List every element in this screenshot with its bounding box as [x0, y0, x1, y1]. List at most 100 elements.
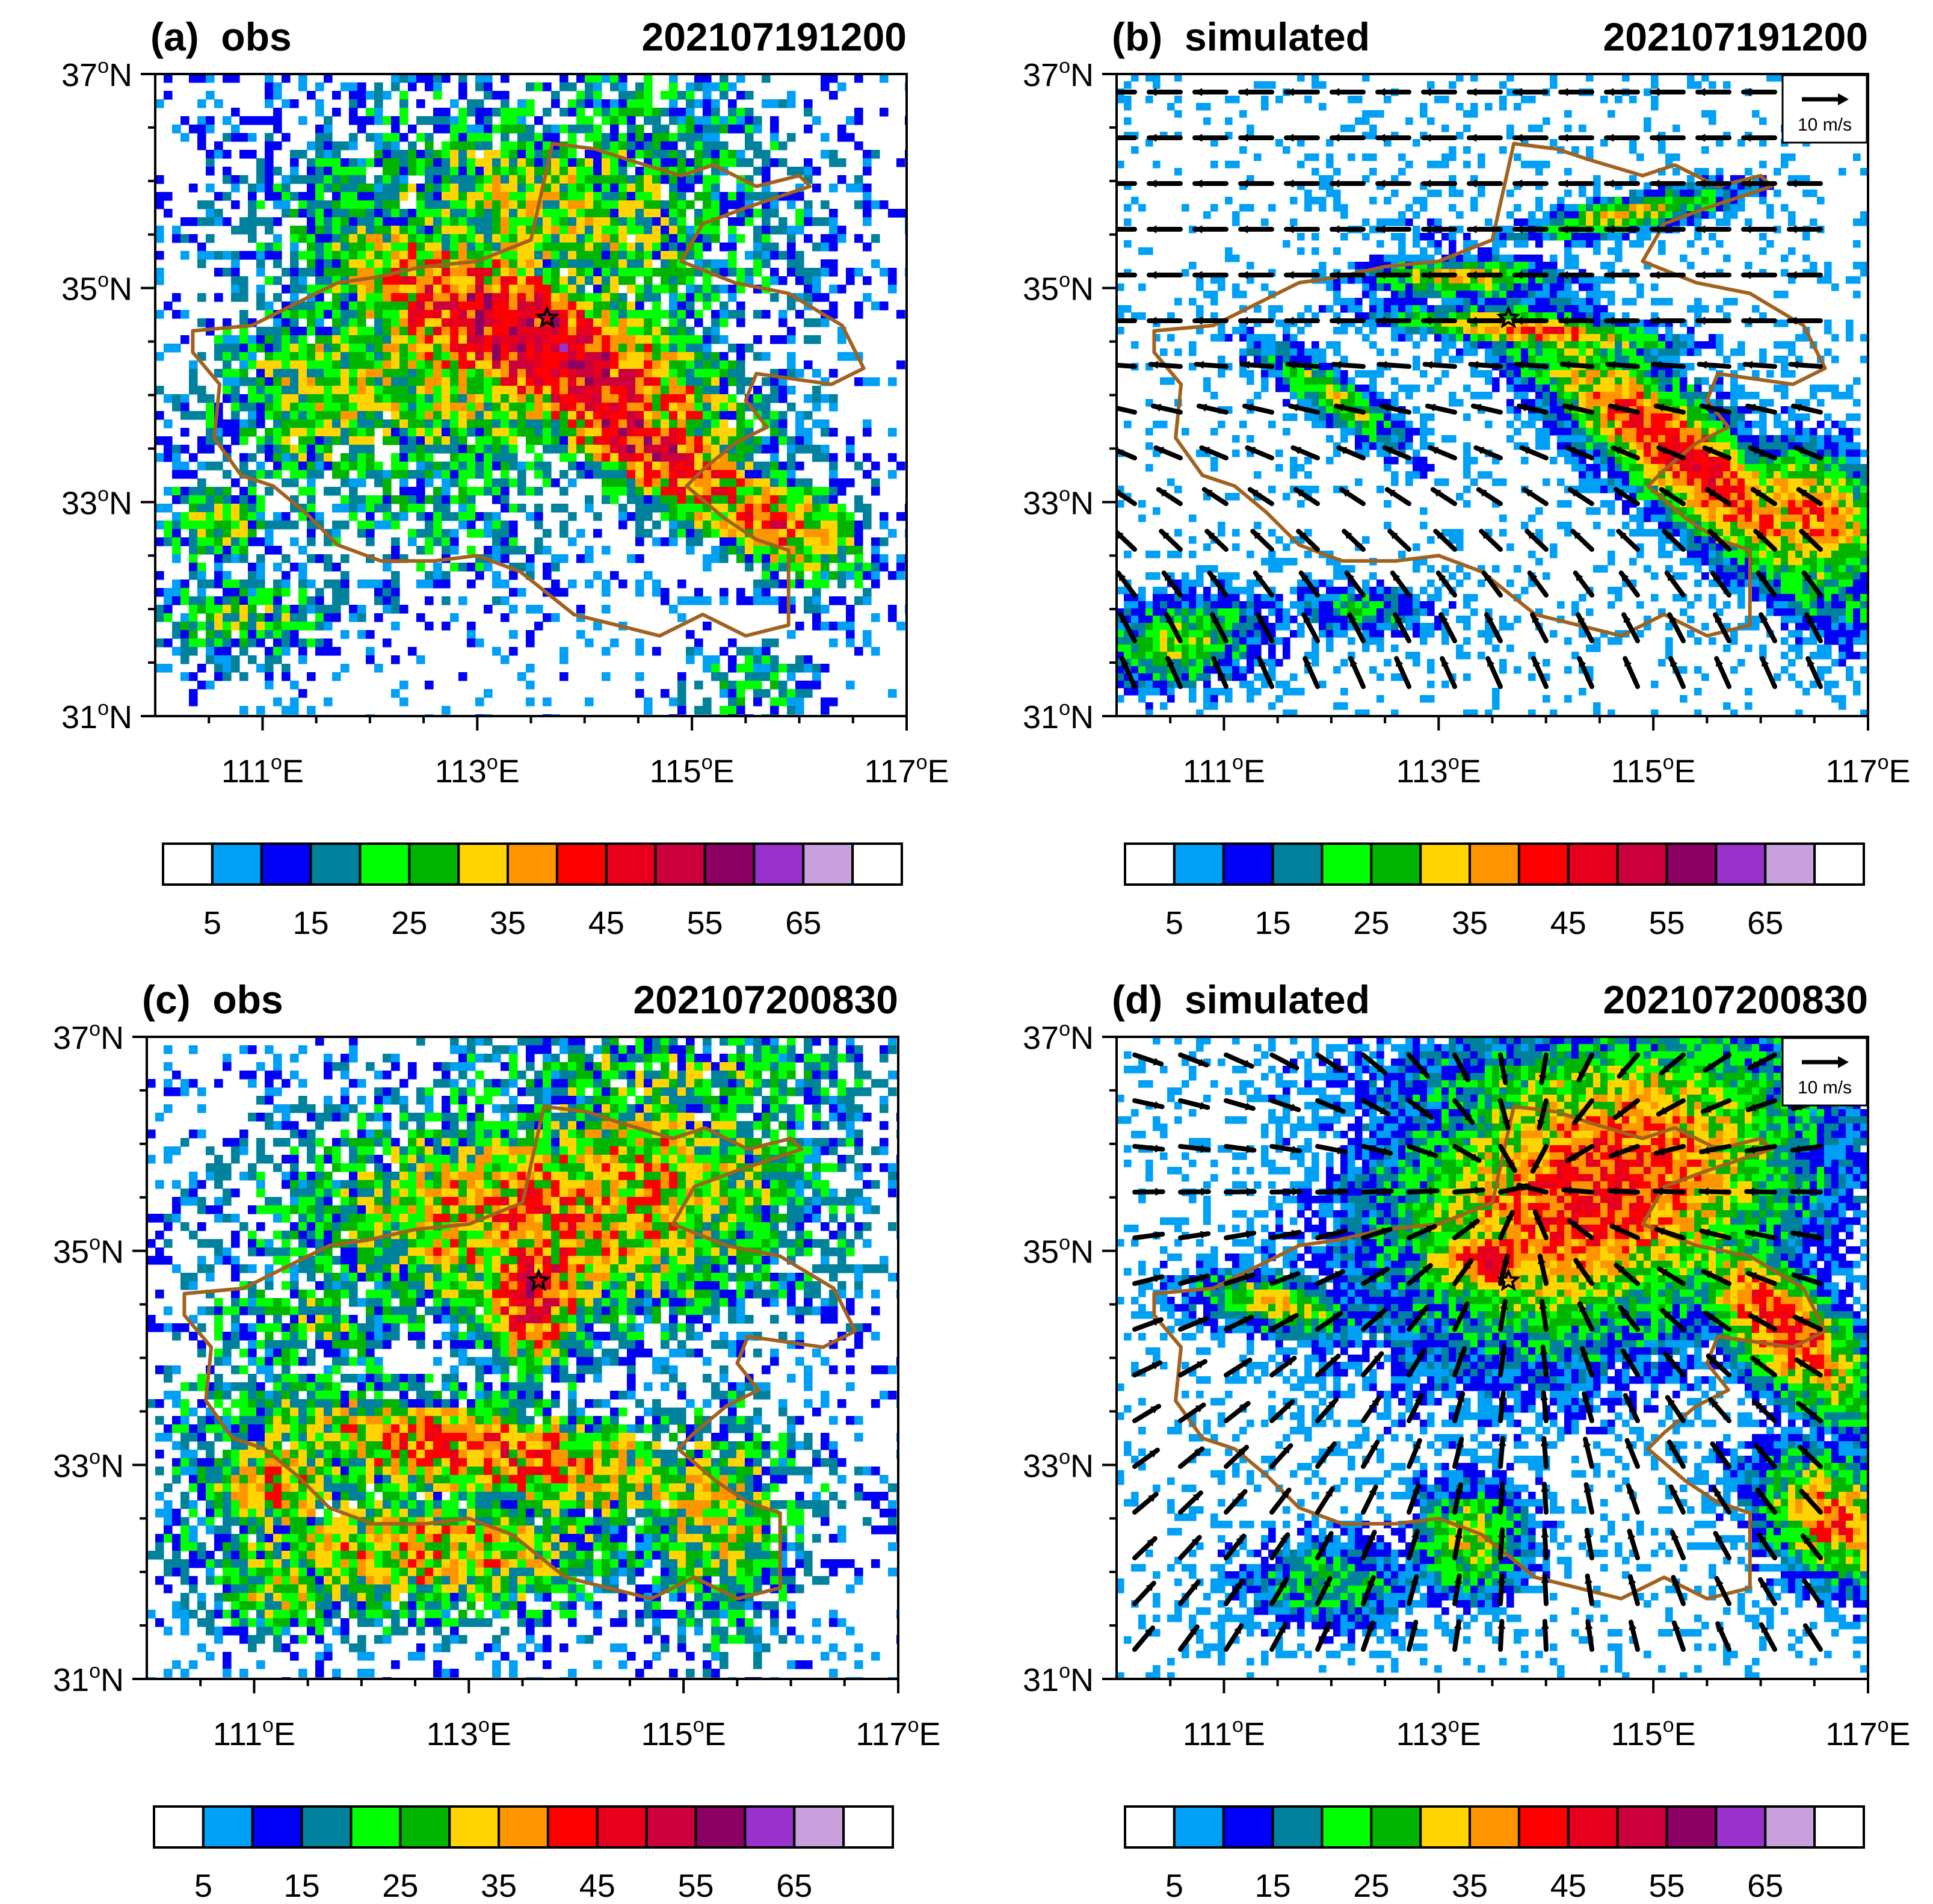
colorbar-label: 25 [382, 1868, 418, 1904]
wind-reference-legend-b: 10 m/s [1781, 74, 1868, 144]
lon-tick-label-a-1: 113oE [435, 751, 520, 790]
province-boundary-b [1152, 141, 1827, 638]
colorbar-swatch [498, 1805, 549, 1849]
province-boundary-c [182, 1104, 857, 1601]
lon-tick-label-a-2: 115oE [650, 751, 735, 790]
wind-vectors-d [1132, 1052, 1823, 1652]
colorbar-swatch [457, 842, 510, 886]
lon-tick-label-a-3: 117oE [864, 751, 949, 790]
colorbar-swatch [359, 842, 411, 886]
panel-title-c: (c) obs [142, 977, 283, 1022]
province-boundary-d [1152, 1104, 1827, 1601]
colorbar-swatch [793, 1805, 845, 1849]
colorbar-swatch [1370, 842, 1422, 886]
wind-vectors-b [1117, 88, 1823, 689]
colorbar-swatch [1321, 1805, 1373, 1849]
reflectivity-field-b [1117, 74, 1868, 716]
colorbar-swatch [596, 1805, 648, 1849]
colorbar-swatch [507, 842, 558, 886]
map-frame-c [146, 1036, 899, 1680]
lon-tick-label-b-3: 117oE [1825, 751, 1910, 790]
colorbar-swatch [1715, 1805, 1767, 1849]
colorbar-swatch [1222, 1805, 1274, 1849]
lon-tick-label-c-3: 117oE [856, 1714, 940, 1752]
map-frame-d [1115, 1036, 1869, 1680]
colorbar-d: 5 15 25 35 45 55 65 [1124, 1805, 1865, 1904]
reflectivity-field-d [1117, 1037, 1868, 1679]
colorbar-swatch [251, 1805, 303, 1849]
colorbar-label: 15 [1255, 1868, 1291, 1904]
lat-tick-label-a-2: 35oN [61, 269, 132, 308]
lat-tick-label-d-2: 35oN [1023, 1232, 1094, 1270]
colorbar-swatch [1813, 842, 1865, 886]
colorbar-swatch [1271, 1805, 1324, 1849]
station-star-icon [534, 305, 560, 329]
wind-reference-label-b: 10 m/s [1798, 115, 1852, 135]
colorbar-swatch [1173, 1805, 1225, 1849]
lon-tick-label-d-0: 111oE [1183, 1714, 1265, 1752]
lat-tick-label-d-3: 37oN [1023, 1018, 1094, 1056]
colorbar-swatch [202, 1805, 254, 1849]
colorbar-label: 45 [588, 905, 624, 941]
colorbar-swatch [300, 1805, 353, 1849]
colorbar-swatch [1813, 1805, 1865, 1849]
reference-arrow-icon [1838, 1056, 1849, 1068]
colorbar-label: 25 [391, 905, 427, 941]
colorbar-b: 5 15 25 35 45 55 65 [1124, 842, 1865, 941]
colorbar-swatch [1665, 1805, 1718, 1849]
colorbar-swatch [1469, 1805, 1520, 1849]
colorbar-swatch [153, 1805, 205, 1849]
colorbar-swatch [1419, 1805, 1472, 1849]
colorbar-swatch [1222, 842, 1274, 886]
colorbar-label: 35 [490, 905, 526, 941]
reference-arrow-icon [1838, 93, 1849, 105]
panel-title-b: (b) simulated [1112, 14, 1370, 59]
colorbar-swatch [162, 842, 214, 886]
lat-tick-label-b-0: 31oN [1023, 697, 1094, 735]
colorbar-swatch [851, 842, 903, 886]
colorbar-label: 25 [1353, 905, 1389, 941]
colorbar-label: 15 [293, 905, 329, 941]
colorbar-label: 65 [776, 1868, 812, 1904]
station-star-icon [1496, 1268, 1521, 1291]
colorbar-label: 55 [677, 1868, 714, 1904]
colorbar-swatch [1517, 842, 1570, 886]
lon-tick-label-c-1: 113oE [427, 1714, 511, 1752]
lon-tick-label-d-3: 117oE [1825, 1714, 1910, 1752]
reflectivity-field-c [147, 1037, 898, 1679]
colorbar-swatch [1764, 1805, 1816, 1849]
colorbar-label: 5 [1165, 905, 1183, 941]
colorbar-swatch [350, 1805, 402, 1849]
colorbar-label: 55 [1648, 1868, 1685, 1904]
colorbar-swatch [1124, 1805, 1176, 1849]
lon-tick-label-d-2: 115oE [1611, 1714, 1696, 1752]
colorbar-label: 5 [203, 905, 221, 941]
colorbar-swatch [744, 1805, 796, 1849]
panel-time-a: 202107191200 [641, 14, 907, 59]
map-frame-b [1115, 73, 1869, 717]
lat-tick-label-c-3: 37oN [53, 1018, 124, 1056]
reflectivity-field-a [155, 74, 907, 716]
lat-tick-label-b-3: 37oN [1023, 55, 1094, 93]
station-star-icon [526, 1268, 551, 1291]
colorbar-swatch [842, 1805, 894, 1849]
lat-tick-label-b-2: 35oN [1023, 269, 1094, 308]
colorbar-swatch [1665, 842, 1718, 886]
colorbar-label: 15 [284, 1868, 320, 1904]
colorbar-label: 35 [1452, 1868, 1488, 1904]
colorbar-swatch [694, 1805, 747, 1849]
colorbar-swatch [1271, 842, 1324, 886]
lon-tick-label-b-1: 113oE [1396, 751, 1481, 790]
colorbar-swatch [555, 842, 608, 886]
colorbar-swatch [654, 842, 706, 886]
colorbar-label: 5 [194, 1868, 212, 1904]
map-frame-a [154, 73, 908, 717]
station-star-icon [1496, 305, 1521, 329]
colorbar-swatch [1616, 842, 1668, 886]
colorbar-swatch [1419, 842, 1472, 886]
colorbar-label: 65 [1747, 905, 1783, 941]
lat-tick-label-b-1: 33oN [1023, 483, 1094, 521]
lat-tick-label-d-1: 33oN [1023, 1445, 1094, 1484]
